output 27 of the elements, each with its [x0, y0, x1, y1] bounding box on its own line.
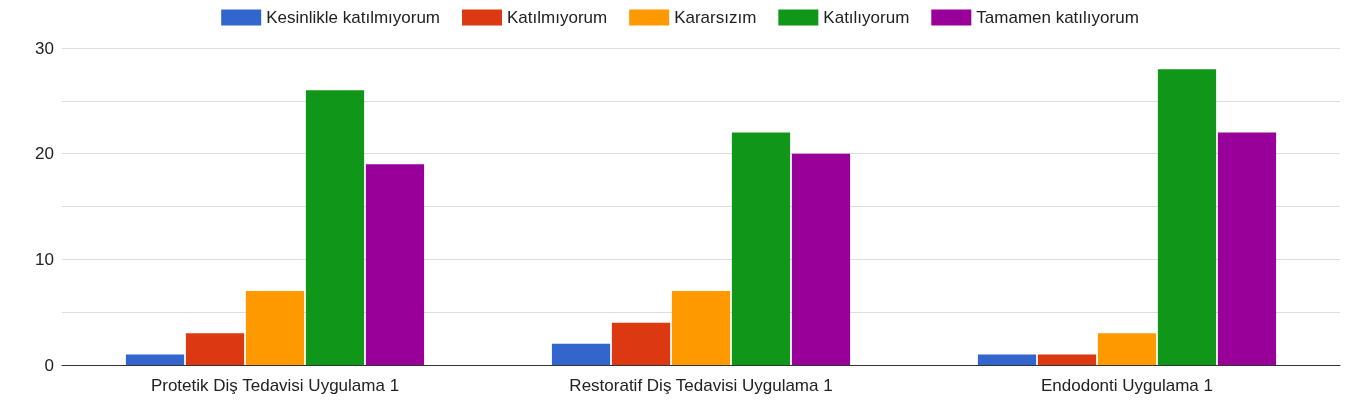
bar: [551, 343, 611, 365]
y-tick-label: 20: [35, 144, 54, 164]
bar: [611, 322, 671, 365]
legend-label: Tamamen katılıyorum: [976, 8, 1139, 27]
bar: [1037, 354, 1097, 365]
bar: [185, 333, 245, 365]
y-tick-label: 0: [44, 355, 54, 375]
legend-label: Katılmıyorum: [507, 8, 608, 27]
y-tick-label: 30: [35, 38, 54, 58]
bar: [125, 354, 185, 365]
bar: [245, 291, 305, 365]
x-tick-label: Restoratif Diş Tedavisi Uygulama 1: [569, 376, 833, 395]
bar: [365, 164, 425, 365]
x-tick-label: Endodonti Uygulama 1: [1040, 376, 1214, 395]
bar: [1157, 69, 1217, 365]
bar: [305, 90, 365, 365]
bar: [1097, 333, 1157, 365]
bar: [791, 153, 851, 365]
bar: [671, 291, 731, 365]
bar: [977, 354, 1037, 365]
legend-label: Kararsızım: [674, 8, 757, 27]
y-tick-label: 10: [35, 249, 54, 269]
bar: [731, 132, 791, 365]
legend-label: Kesinlikle katılmıyorum: [266, 8, 441, 27]
bar: [1217, 132, 1277, 365]
legend-label: Katılıyorum: [823, 8, 910, 27]
x-tick-label: Protetik Diş Tedavisi Uygulama 1: [150, 376, 400, 395]
